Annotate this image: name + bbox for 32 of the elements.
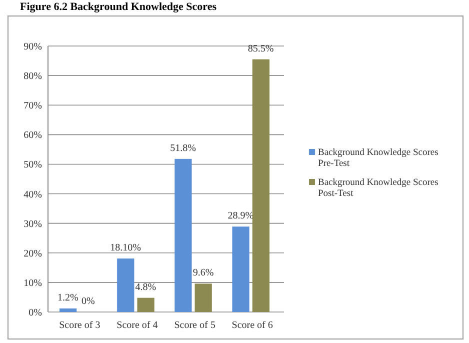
y-tick-label: 10% [24,278,42,289]
bar [137,298,154,312]
bar [60,308,77,312]
x-tick-label: Score of 3 [59,320,100,331]
y-tick-label: 60% [24,130,42,142]
data-label: 9.6% [192,268,214,279]
y-tick-label: 90% [24,42,42,52]
y-tick-label: 80% [24,71,42,82]
y-tick-label: 50% [24,160,42,171]
data-label: 1.2% [58,292,78,304]
y-tick-label: 0% [28,308,42,318]
data-label: 28.9% [228,210,254,222]
x-tick-label: Score of 6 [232,320,273,331]
y-tick-label: 40% [24,189,42,200]
bar [117,258,134,312]
y-tick-label: 20% [24,248,42,260]
data-label: 51.8% [170,142,196,154]
data-label: 0% [81,296,95,307]
x-tick-label: Score of 5 [174,320,216,331]
y-tick-label: 30% [24,218,42,230]
data-label: 4.8% [135,282,156,293]
legend-label: Background Knowledge Scores Pre-Test [318,148,439,169]
data-label: 85.5% [248,43,274,54]
bar [194,284,212,312]
data-label: 18.10% [110,242,141,254]
x-tick-label: Score of 4 [116,320,158,331]
y-tick-label: 70% [24,100,42,112]
bar [252,59,270,312]
bar [232,226,250,312]
legend-label: Background Knowledge Scores Post-Test [318,178,439,199]
bar [174,158,192,312]
chart-title: Figure 6.2 Background Knowledge Scores [20,1,218,13]
